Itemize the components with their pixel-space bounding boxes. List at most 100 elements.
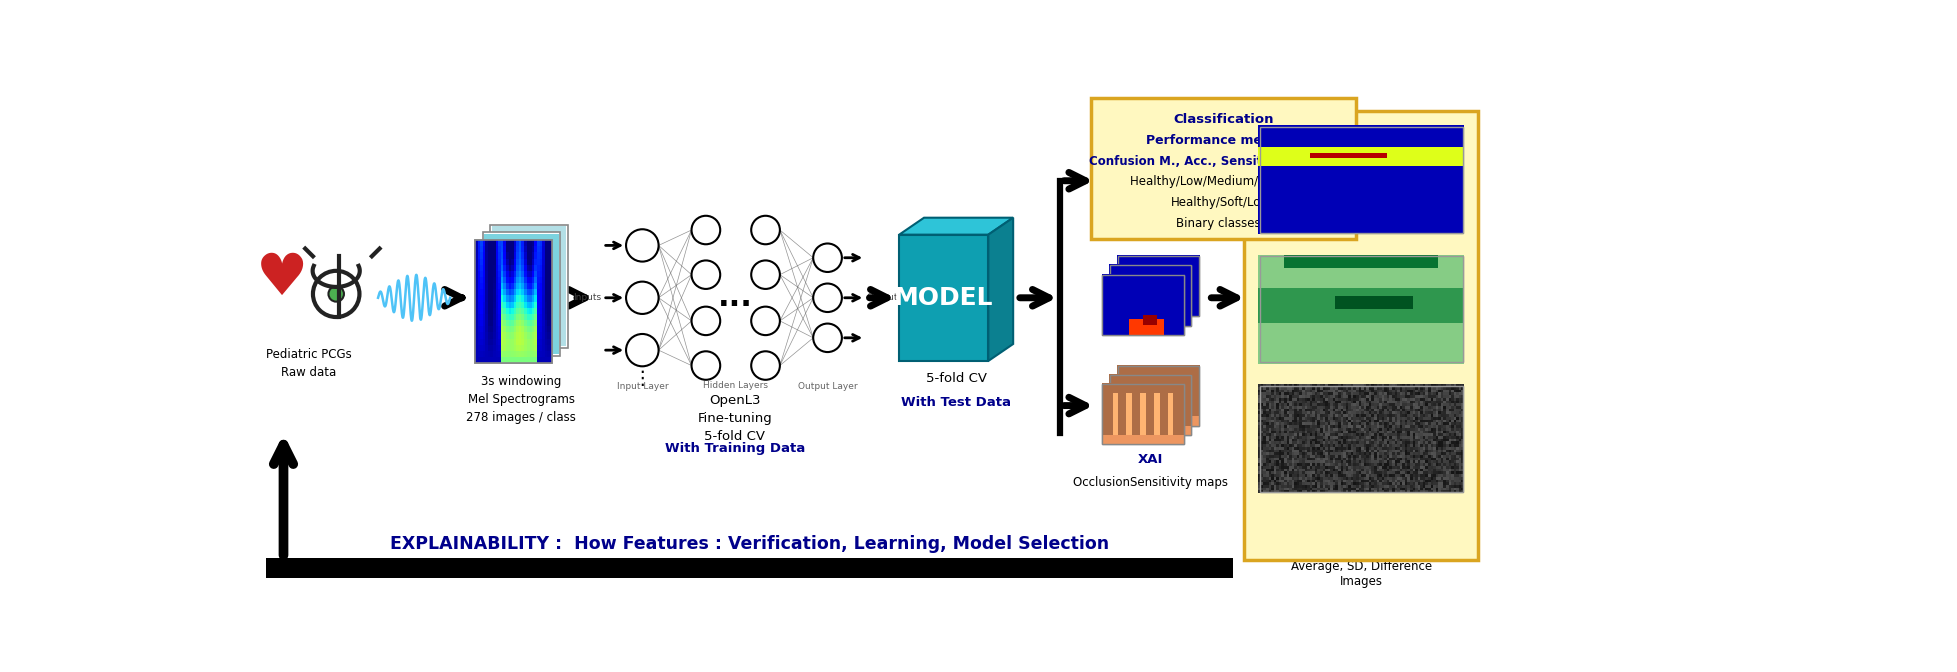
FancyBboxPatch shape [485, 327, 487, 333]
FancyBboxPatch shape [491, 226, 566, 346]
FancyBboxPatch shape [479, 327, 483, 333]
FancyBboxPatch shape [511, 327, 513, 333]
FancyBboxPatch shape [550, 246, 552, 253]
FancyBboxPatch shape [478, 327, 479, 333]
FancyBboxPatch shape [503, 351, 505, 357]
FancyBboxPatch shape [485, 259, 487, 265]
FancyBboxPatch shape [536, 271, 540, 277]
FancyBboxPatch shape [546, 339, 550, 345]
FancyBboxPatch shape [503, 259, 505, 265]
FancyBboxPatch shape [546, 259, 550, 265]
FancyBboxPatch shape [503, 271, 505, 277]
FancyBboxPatch shape [542, 320, 544, 327]
FancyBboxPatch shape [511, 259, 513, 265]
FancyBboxPatch shape [517, 296, 519, 302]
FancyBboxPatch shape [521, 327, 524, 333]
FancyBboxPatch shape [534, 271, 536, 277]
Text: Hidden Layers: Hidden Layers [703, 381, 767, 390]
FancyBboxPatch shape [550, 308, 552, 314]
FancyBboxPatch shape [513, 314, 517, 320]
FancyBboxPatch shape [479, 253, 483, 259]
FancyBboxPatch shape [485, 339, 487, 345]
FancyBboxPatch shape [501, 351, 503, 357]
FancyBboxPatch shape [483, 233, 560, 355]
FancyBboxPatch shape [489, 308, 493, 314]
Text: Outputs: Outputs [867, 293, 902, 302]
FancyBboxPatch shape [493, 253, 495, 259]
FancyBboxPatch shape [534, 259, 536, 265]
Text: OpenL3
Fine-tuning
5-fold CV: OpenL3 Fine-tuning 5-fold CV [697, 394, 771, 443]
FancyBboxPatch shape [534, 314, 536, 320]
FancyBboxPatch shape [519, 259, 521, 265]
FancyBboxPatch shape [517, 253, 519, 259]
FancyBboxPatch shape [519, 265, 521, 271]
FancyBboxPatch shape [528, 302, 532, 308]
FancyBboxPatch shape [501, 271, 503, 277]
FancyBboxPatch shape [489, 345, 493, 351]
FancyBboxPatch shape [485, 308, 487, 314]
FancyBboxPatch shape [536, 240, 540, 246]
FancyBboxPatch shape [497, 327, 501, 333]
FancyBboxPatch shape [532, 333, 534, 339]
FancyBboxPatch shape [544, 345, 546, 351]
FancyBboxPatch shape [505, 302, 509, 308]
FancyBboxPatch shape [485, 351, 487, 357]
FancyBboxPatch shape [519, 296, 521, 302]
FancyBboxPatch shape [540, 283, 542, 290]
FancyBboxPatch shape [534, 296, 536, 302]
FancyBboxPatch shape [536, 277, 540, 283]
FancyBboxPatch shape [532, 327, 534, 333]
FancyBboxPatch shape [542, 345, 544, 351]
FancyBboxPatch shape [544, 259, 546, 265]
FancyBboxPatch shape [503, 327, 505, 333]
FancyBboxPatch shape [536, 259, 540, 265]
FancyBboxPatch shape [536, 314, 540, 320]
FancyBboxPatch shape [550, 271, 552, 277]
FancyBboxPatch shape [476, 320, 478, 327]
FancyBboxPatch shape [501, 302, 503, 308]
FancyBboxPatch shape [485, 333, 487, 339]
FancyBboxPatch shape [528, 283, 532, 290]
FancyBboxPatch shape [517, 339, 519, 345]
FancyBboxPatch shape [489, 277, 493, 283]
FancyBboxPatch shape [493, 357, 495, 364]
FancyBboxPatch shape [487, 333, 489, 339]
FancyBboxPatch shape [495, 259, 497, 265]
FancyBboxPatch shape [542, 246, 544, 253]
FancyBboxPatch shape [519, 308, 521, 314]
FancyBboxPatch shape [532, 277, 534, 283]
FancyBboxPatch shape [521, 357, 524, 364]
FancyBboxPatch shape [513, 277, 517, 283]
Text: Confusion M., Acc., Sensitivity, Precision: Confusion M., Acc., Sensitivity, Precisi… [1088, 155, 1358, 167]
FancyBboxPatch shape [519, 345, 521, 351]
FancyBboxPatch shape [519, 327, 521, 333]
FancyBboxPatch shape [524, 314, 526, 320]
FancyBboxPatch shape [536, 339, 540, 345]
FancyBboxPatch shape [497, 302, 501, 308]
FancyBboxPatch shape [544, 271, 546, 277]
FancyBboxPatch shape [546, 345, 550, 351]
FancyBboxPatch shape [524, 246, 526, 253]
FancyBboxPatch shape [519, 290, 521, 296]
FancyBboxPatch shape [489, 290, 493, 296]
FancyBboxPatch shape [509, 320, 511, 327]
FancyBboxPatch shape [550, 357, 552, 364]
FancyBboxPatch shape [513, 271, 517, 277]
FancyBboxPatch shape [476, 333, 478, 339]
FancyBboxPatch shape [501, 327, 503, 333]
FancyBboxPatch shape [521, 277, 524, 283]
FancyBboxPatch shape [505, 253, 509, 259]
FancyBboxPatch shape [485, 246, 487, 253]
FancyBboxPatch shape [524, 302, 526, 308]
FancyBboxPatch shape [495, 290, 497, 296]
FancyBboxPatch shape [521, 308, 524, 314]
FancyBboxPatch shape [546, 308, 550, 314]
FancyBboxPatch shape [524, 296, 526, 302]
FancyBboxPatch shape [532, 339, 534, 345]
FancyBboxPatch shape [546, 271, 550, 277]
FancyBboxPatch shape [528, 314, 532, 320]
FancyBboxPatch shape [524, 327, 526, 333]
FancyBboxPatch shape [536, 345, 540, 351]
FancyBboxPatch shape [485, 320, 487, 327]
FancyBboxPatch shape [532, 290, 534, 296]
